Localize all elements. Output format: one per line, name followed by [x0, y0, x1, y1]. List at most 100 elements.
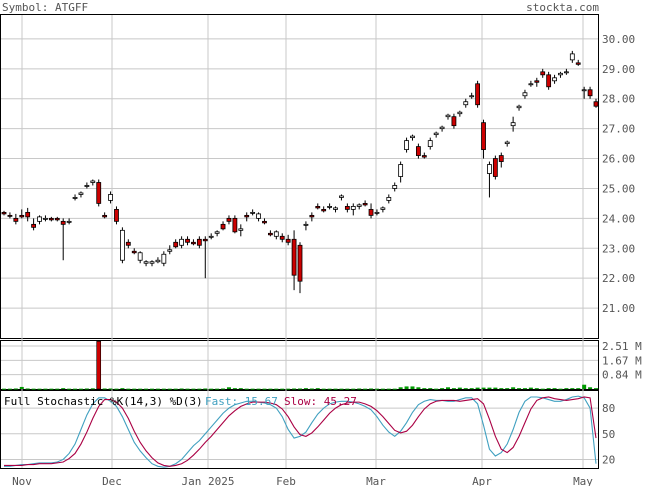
volume-bar [90, 388, 95, 390]
candle-body [19, 214, 25, 218]
price-candles [1, 50, 599, 294]
volume-bar [410, 386, 415, 389]
volume-bar [315, 388, 320, 390]
candle-body [333, 207, 338, 210]
volume-bar [582, 384, 587, 389]
volume-bar [286, 388, 291, 390]
volume-bar [280, 388, 285, 390]
candle-body [60, 220, 66, 225]
volume-bar [244, 388, 249, 390]
volume-bar [321, 388, 326, 390]
volume-bar [138, 388, 143, 390]
volume-bar [369, 388, 374, 390]
volume-bar [7, 388, 12, 390]
volume-bar [274, 388, 279, 390]
volume-bar [588, 387, 593, 389]
candle-body [404, 140, 409, 150]
stochastic-lines [4, 395, 597, 468]
axis-labels: Nov Dec Jan 2025 Feb Mar Apr May 21.00 22.00 23.0… [12, 33, 642, 488]
candle-body [439, 126, 445, 130]
candle-body [220, 223, 226, 230]
candle-body [558, 72, 563, 76]
volume-tick-label: 2.51 M [602, 340, 642, 353]
candle-body [7, 214, 13, 217]
volume-bar [256, 388, 261, 390]
candle-body [487, 164, 492, 174]
volume-bar [84, 388, 89, 390]
candle-body [504, 141, 510, 145]
candle-body [191, 241, 196, 245]
volume-bar [446, 387, 450, 389]
candle-body [540, 71, 546, 76]
volume-bar [469, 388, 474, 390]
candle-body [13, 217, 19, 222]
volume-bar [440, 388, 445, 390]
volume-tick-label: 1.67 M [602, 354, 642, 367]
volume-bar [37, 388, 42, 390]
volume-bar [120, 388, 125, 390]
volume-bar [298, 388, 302, 390]
symbol-label: Symbol: ATGFF [2, 1, 88, 14]
candle-body [433, 132, 439, 136]
volume-bar [292, 388, 297, 390]
volume-bar [422, 388, 427, 390]
x-tick-label: Mar [366, 475, 386, 486]
volume-tick-label: 0.84 M [602, 369, 642, 382]
candle-body [510, 122, 516, 127]
candle-body [232, 217, 238, 233]
price-tick-label: 27.00 [602, 123, 635, 136]
volume-bar [13, 388, 18, 390]
volume-bar [339, 388, 344, 390]
volume-bar [19, 386, 24, 389]
volume-bar [114, 388, 119, 390]
price-tick-label: 29.00 [602, 63, 635, 76]
volume-bar [309, 388, 314, 390]
volume-bar [150, 388, 154, 390]
volume-bar [203, 388, 208, 390]
volume-bar [540, 388, 545, 390]
volume-bar [333, 388, 338, 390]
volume-bar [552, 388, 557, 390]
candle-body [179, 238, 185, 246]
volume-bar [428, 388, 433, 390]
volume-bar [374, 388, 379, 390]
volume-bar [173, 388, 178, 390]
stochastic-tick-label: 50 [602, 428, 615, 441]
x-tick-label: Nov [12, 475, 32, 486]
candle-body [149, 261, 155, 264]
candle-body [350, 206, 356, 210]
volume-bar [144, 388, 149, 390]
candle-body [143, 261, 149, 264]
candle-body [267, 232, 273, 236]
volume-bar [209, 388, 214, 390]
volume-bar [576, 388, 581, 390]
volume-bar [2, 388, 6, 390]
candle-body [564, 71, 569, 74]
volume-bar [25, 388, 30, 390]
volume-bar [517, 388, 522, 390]
candle-body [368, 208, 374, 216]
candle-body [498, 155, 504, 162]
volume-bar [434, 388, 439, 390]
candle-body [244, 214, 250, 218]
candle-body [214, 231, 220, 234]
x-tick-label: May [573, 475, 593, 486]
volume-bar [570, 388, 575, 390]
volume-bar [191, 388, 196, 390]
candle-body [410, 135, 415, 139]
volume-bar [262, 388, 267, 390]
candle-body [469, 95, 475, 98]
volume-bar [505, 388, 510, 390]
candle-body [167, 249, 173, 252]
volume-bar [226, 387, 231, 389]
candle-body [344, 206, 350, 210]
candle-body [185, 238, 190, 243]
candle-body [581, 89, 587, 92]
candle-body [291, 238, 297, 276]
volume-bar [132, 388, 137, 390]
volume-bar [380, 388, 385, 390]
candle-body [173, 241, 179, 248]
candle-body [415, 146, 421, 156]
volume-bar [534, 388, 539, 390]
candle-body [43, 217, 48, 220]
